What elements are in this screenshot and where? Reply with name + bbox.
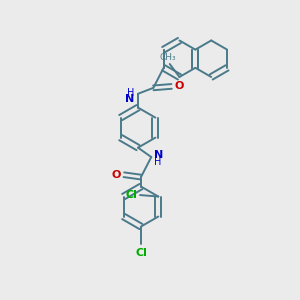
Text: CH₃: CH₃	[160, 53, 177, 62]
Text: O: O	[175, 81, 184, 92]
Text: H: H	[154, 158, 162, 167]
Text: N: N	[154, 150, 164, 160]
Text: Cl: Cl	[125, 190, 137, 200]
Text: Cl: Cl	[135, 248, 147, 258]
Text: H: H	[127, 88, 134, 98]
Text: O: O	[112, 170, 121, 180]
Text: N: N	[125, 94, 134, 104]
